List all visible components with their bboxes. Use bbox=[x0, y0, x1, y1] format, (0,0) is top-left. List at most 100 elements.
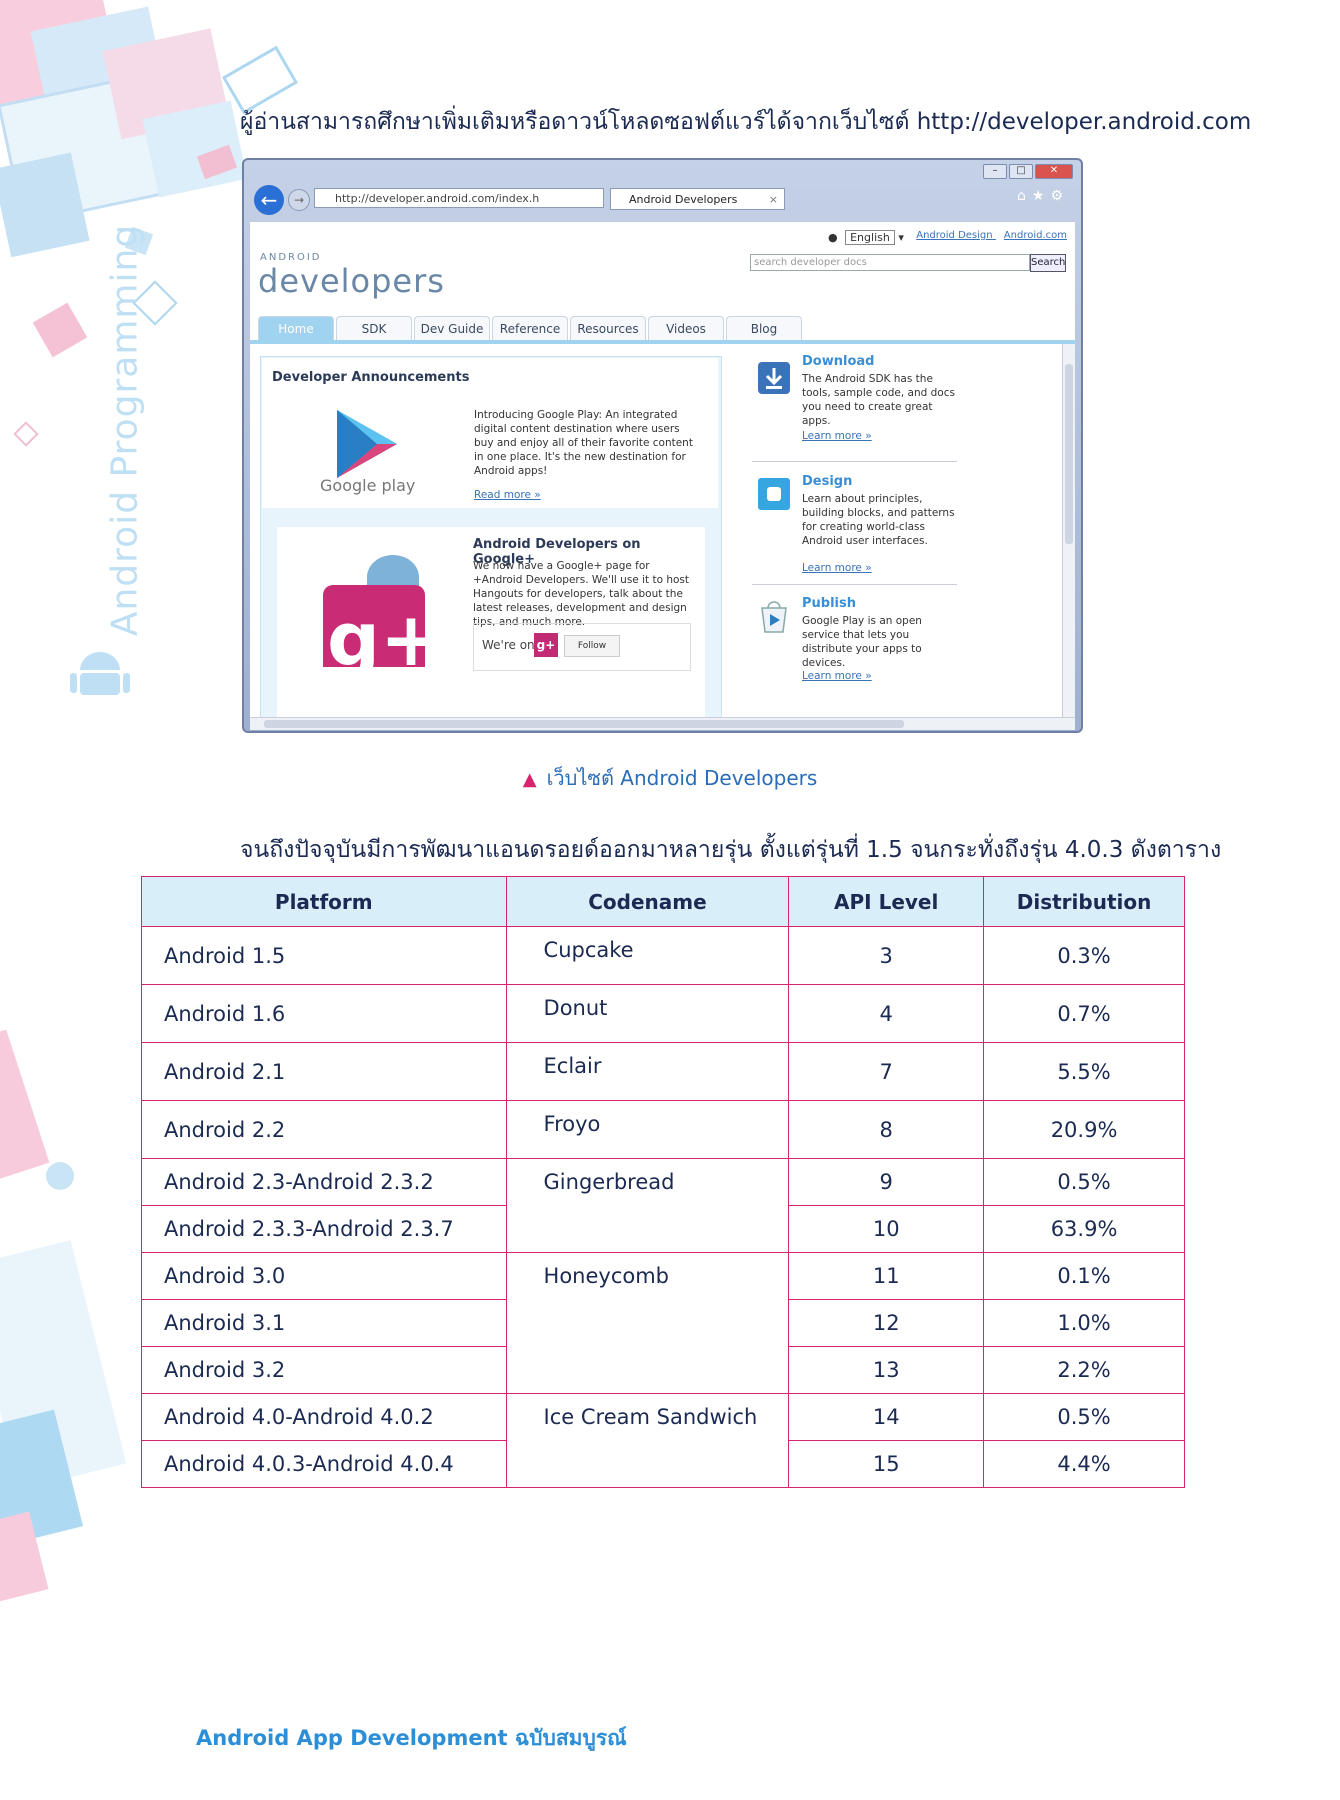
header-api-level: API Level bbox=[788, 876, 985, 927]
site-logo-small: ANDROID bbox=[260, 252, 322, 263]
window-controls: – □ ✕ bbox=[983, 164, 1073, 179]
platform-cell: Android 2.3.3-Android 2.3.7 bbox=[141, 1205, 507, 1253]
platform-cell: Android 3.1 bbox=[141, 1299, 507, 1347]
link-android-com[interactable]: Android.com bbox=[1003, 230, 1067, 241]
publish-icon bbox=[761, 601, 787, 633]
tab-resources[interactable]: Resources bbox=[570, 316, 646, 341]
side-item-download: Download The Android SDK has the tools, … bbox=[752, 354, 1052, 454]
forward-arrow-icon[interactable]: → bbox=[288, 189, 310, 211]
main-panel: Developer Announcements Google play Intr… bbox=[260, 356, 722, 717]
tab-reference[interactable]: Reference bbox=[492, 316, 568, 341]
scroll-thumb[interactable] bbox=[264, 720, 904, 728]
back-arrow-icon[interactable]: ← bbox=[254, 185, 284, 215]
distribution-cell: 5.5% bbox=[983, 1042, 1185, 1101]
side-item-title: Download bbox=[802, 354, 875, 369]
triangle-bullet-icon: ▲ bbox=[522, 769, 537, 790]
page-footer: Android App Development ฉบับสมบูรณ์ bbox=[196, 1726, 627, 1750]
platform-cell: Android 2.3-Android 2.3.2 bbox=[141, 1158, 507, 1206]
distribution-cell: 20.9% bbox=[983, 1100, 1185, 1159]
scroll-thumb[interactable] bbox=[1065, 364, 1073, 544]
side-item-publish: Publish Google Play is an open service t… bbox=[752, 596, 1052, 696]
browser-window: – □ ✕ ← → http://developer.android.com/i… bbox=[242, 158, 1083, 733]
side-item-design: Design Learn about principles, building … bbox=[752, 474, 1052, 574]
distribution-cell: 2.2% bbox=[983, 1346, 1185, 1394]
announcements-box: Developer Announcements Google play Intr… bbox=[262, 358, 718, 508]
tab-dev-guide[interactable]: Dev Guide bbox=[414, 316, 490, 341]
tab-home[interactable]: Home bbox=[258, 316, 334, 341]
google-plus-mini-icon: g+ bbox=[534, 633, 558, 657]
announcements-body: Introducing Google Play: An integrated d… bbox=[474, 409, 693, 477]
learn-more-link[interactable]: Learn more » bbox=[802, 670, 872, 682]
table-row: Android 3.0 Honeycomb 11 0.1% bbox=[141, 1252, 1185, 1394]
language-value: English bbox=[845, 230, 895, 245]
gplus-box: g+ Android Developers on Google+ We now … bbox=[277, 527, 705, 717]
browser-tab[interactable]: Android Developers × bbox=[610, 188, 785, 210]
api-cell: 10 bbox=[788, 1205, 985, 1253]
table-row: Android 2.1 Eclair 7 5.5% bbox=[141, 1042, 1185, 1101]
search-input[interactable]: search developer docs bbox=[750, 254, 1030, 271]
api-cell: 14 bbox=[788, 1393, 985, 1441]
api-cell: 12 bbox=[788, 1299, 985, 1347]
table-row: Android 2.3.3-Android 2.3.7 10 63.9% bbox=[141, 1205, 1185, 1253]
api-cell: 11 bbox=[788, 1252, 985, 1300]
gplus-text: We now have a Google+ page for +Android … bbox=[473, 560, 690, 628]
home-icon[interactable]: ⌂ bbox=[1016, 188, 1032, 204]
header-distribution: Distribution bbox=[983, 876, 1185, 927]
toolbar-icons: ⌂★⚙ bbox=[1017, 188, 1069, 204]
close-icon[interactable]: ✕ bbox=[1035, 164, 1073, 179]
site-logo[interactable]: developers bbox=[258, 262, 445, 300]
gear-icon[interactable]: ⚙ bbox=[1050, 188, 1069, 204]
svg-text:g+: g+ bbox=[327, 597, 427, 667]
distribution-cell: 0.1% bbox=[983, 1252, 1185, 1300]
side-item-text: Google Play is an open service that lets… bbox=[802, 615, 922, 669]
api-cell: 9 bbox=[788, 1158, 985, 1206]
codename-cell: Eclair bbox=[505, 1042, 790, 1101]
gplus-title: Android Developers on Google+ bbox=[473, 537, 641, 567]
side-item-title: Design bbox=[802, 474, 853, 489]
header-codename: Codename bbox=[505, 876, 790, 927]
design-icon bbox=[758, 478, 790, 510]
google-play-label: Google play bbox=[320, 476, 416, 495]
tab-blog[interactable]: Blog bbox=[726, 316, 802, 341]
browser-viewport: ● English ▾ Android Design Android.com A… bbox=[250, 222, 1075, 717]
read-more-link[interactable]: Read more » bbox=[474, 489, 541, 501]
table-row: Android 4.0.3-Android 4.0.4 15 4.4% bbox=[141, 1440, 1185, 1488]
platform-cell: Android 1.5 bbox=[141, 926, 507, 985]
follow-button[interactable]: Follow bbox=[564, 635, 620, 657]
maximize-icon[interactable]: □ bbox=[1009, 164, 1033, 179]
learn-more-link[interactable]: Learn more » bbox=[802, 562, 872, 574]
horizontal-scrollbar[interactable] bbox=[250, 717, 1075, 730]
android-versions-table: Platform Codename API Level Distribution… bbox=[141, 876, 1185, 1488]
codename-cell: Froyo bbox=[505, 1100, 790, 1159]
top-links: Android Design Android.com bbox=[908, 230, 1067, 241]
api-cell: 4 bbox=[788, 984, 985, 1043]
star-icon[interactable]: ★ bbox=[1031, 188, 1051, 204]
codename-cell: Ice Cream Sandwich bbox=[505, 1393, 790, 1488]
link-android-design[interactable]: Android Design bbox=[916, 230, 993, 241]
tab-sdk[interactable]: SDK bbox=[336, 316, 412, 341]
header-platform: Platform bbox=[141, 876, 507, 927]
api-cell: 7 bbox=[788, 1042, 985, 1101]
distribution-cell: 0.3% bbox=[983, 926, 1185, 985]
figure-caption: ▲ เว็บไซต์ Android Developers bbox=[0, 762, 1340, 794]
platform-cell: Android 2.1 bbox=[141, 1042, 507, 1101]
distribution-cell: 1.0% bbox=[983, 1299, 1185, 1347]
minimize-icon[interactable]: – bbox=[983, 164, 1007, 179]
distribution-cell: 4.4% bbox=[983, 1440, 1185, 1488]
tab-title: Android Developers bbox=[629, 193, 738, 206]
learn-more-link[interactable]: Learn more » bbox=[802, 430, 872, 442]
address-bar[interactable]: http://developer.android.com/index.h bbox=[314, 188, 604, 208]
tab-videos[interactable]: Videos bbox=[648, 316, 724, 341]
were-on-label: We're on bbox=[482, 638, 535, 652]
divider bbox=[752, 461, 957, 462]
tab-close-icon[interactable]: × bbox=[768, 193, 778, 206]
vertical-scrollbar[interactable] bbox=[1062, 344, 1075, 717]
language-select[interactable]: ● English ▾ bbox=[828, 230, 904, 245]
distribution-cell: 63.9% bbox=[983, 1205, 1185, 1253]
api-cell: 3 bbox=[788, 926, 985, 985]
side-title: Android Programming bbox=[104, 223, 146, 637]
download-icon bbox=[758, 362, 790, 394]
table-row: Android 2.3-Android 2.3.2 Gingerbread 9 … bbox=[141, 1158, 1185, 1253]
side-item-text: Learn about principles, building blocks,… bbox=[802, 493, 955, 547]
search-button[interactable]: Search bbox=[1030, 254, 1066, 272]
